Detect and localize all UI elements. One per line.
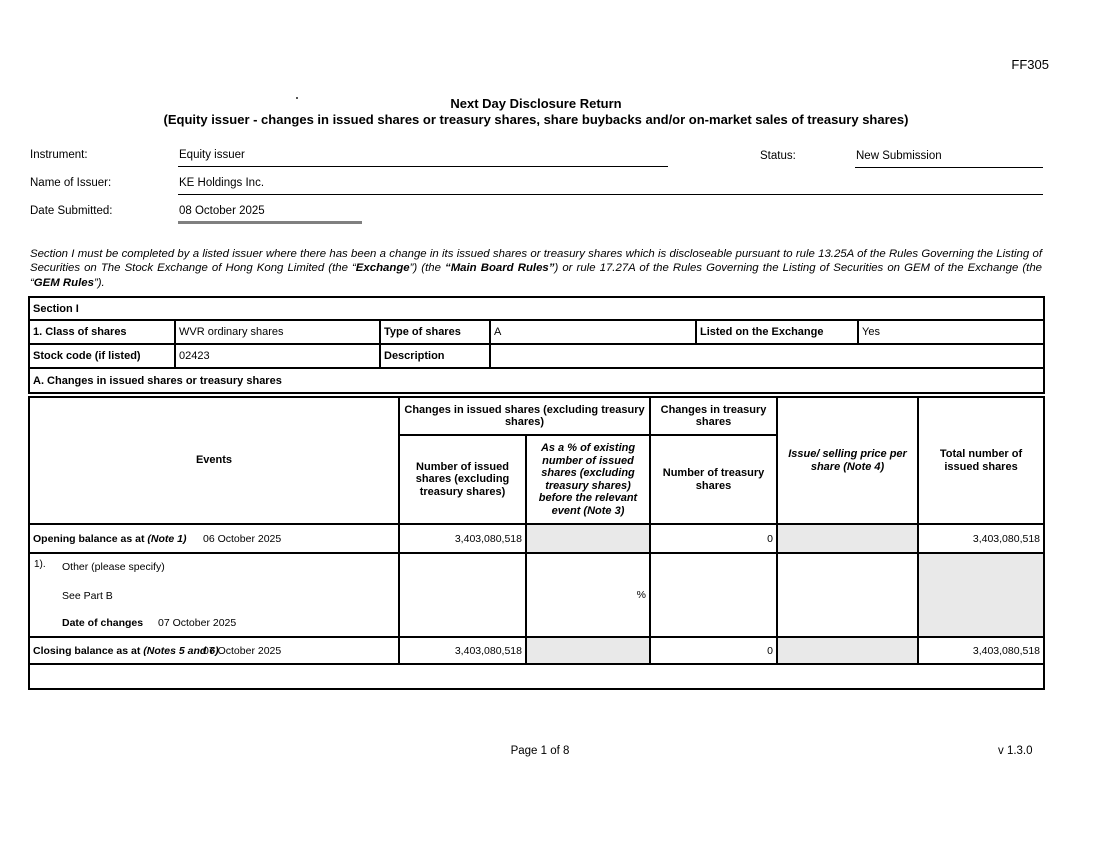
change-treasury-shares-empty	[649, 552, 779, 638]
stray-dot	[296, 97, 298, 99]
opening-balance-label: Opening balance as at	[33, 532, 148, 545]
type-of-shares-value: A	[489, 319, 697, 345]
version-label: v 1.3.0	[998, 745, 1033, 757]
intro-segment-main-board-rules: “Main Board Rules”	[445, 262, 555, 275]
change-pct-sign: %	[524, 552, 652, 638]
change-total-cell-shaded	[917, 552, 1046, 638]
opening-balance-event-cell: Opening balance as at (Note 1) 06 Octobe…	[28, 523, 400, 554]
page-number: Page 1 of 8	[510, 745, 570, 757]
opening-balance-row: Opening balance as at (Note 1) 06 Octobe…	[28, 523, 1046, 554]
closing-balance-label: Closing balance as at	[33, 644, 144, 657]
intro-segment: Section I must be completed by a listed …	[30, 248, 1042, 275]
col-header-events: Events	[28, 396, 400, 525]
stock-code-value: 02423	[174, 343, 381, 369]
listed-on-exchange-label: Listed on the Exchange	[695, 319, 859, 345]
closing-total-shares: 3,403,080,518	[917, 636, 1046, 665]
section1-table: Section I 1. Class of shares WVR ordinar…	[27, 296, 1046, 394]
instrument-label: Instrument:	[30, 149, 88, 161]
closing-balance-note: (Notes 5 and 6)	[143, 644, 219, 657]
col-group-issued-shares: Changes in issued shares (excluding trea…	[397, 396, 652, 436]
col-header-num-issued: Number of issued shares (excluding treas…	[398, 434, 527, 525]
status-label: Status:	[760, 150, 796, 162]
listed-on-exchange-value: Yes	[856, 319, 1046, 345]
change-see-part-b: See Part B	[62, 590, 113, 602]
date-of-changes-value: 07 October 2025	[158, 617, 237, 629]
intro-segment-exchange: Exchange	[355, 262, 410, 275]
class-of-shares-label: 1. Class of shares	[28, 319, 176, 345]
col-header-total: Total number of issued shares	[917, 396, 1046, 525]
description-value	[488, 343, 1046, 369]
closing-balance-event-cell: Closing balance as at (Notes 5 and 6) 07…	[28, 636, 400, 665]
col-header-price: Issue/ selling price per share (Note 4)	[776, 396, 920, 525]
date-of-changes-label: Date of changes	[62, 617, 144, 629]
intro-segment: ”) (the	[409, 262, 445, 275]
col-header-pct-existing: As a % of existing number of issued shar…	[524, 434, 652, 525]
part-a-header: A. Changes in issued shares or treasury …	[27, 367, 1046, 394]
closing-balance-date: 07 October 2025	[203, 644, 282, 657]
class-of-shares-value: WVR ordinary shares	[174, 319, 381, 345]
closing-pct-cell-shaded	[524, 636, 652, 665]
closing-price-cell-shaded	[776, 636, 920, 665]
issuer-value: KE Holdings Inc.	[178, 177, 1043, 195]
date-submitted-label: Date Submitted:	[30, 205, 113, 217]
opening-price-cell-shaded	[776, 523, 920, 554]
empty-row-cell	[27, 663, 1046, 690]
opening-issued-shares: 3,403,080,518	[398, 523, 527, 554]
date-submitted-value: 08 October 2025	[178, 205, 362, 224]
description-label: Description	[379, 343, 491, 369]
instrument-value: Equity issuer	[178, 149, 668, 167]
title-block: Next Day Disclosure Return (Equity issue…	[0, 96, 1072, 127]
intro-paragraph: Section I must be completed by a listed …	[30, 247, 1042, 290]
change-event-row: 1). Other (please specify) See Part B Da…	[28, 552, 1046, 638]
intro-segment-gem-rules: GEM Rules	[33, 276, 94, 289]
change-issued-shares-empty	[398, 552, 527, 638]
closing-issued-shares: 3,403,080,518	[398, 636, 527, 665]
status-value: New Submission	[855, 150, 1043, 168]
col-header-num-treasury: Number of treasury shares	[649, 434, 779, 525]
closing-balance-row: Closing balance as at (Notes 5 and 6) 07…	[28, 636, 1046, 665]
col-group-treasury-shares: Changes in treasury shares	[649, 396, 779, 436]
page-title: Next Day Disclosure Return	[450, 96, 622, 111]
empty-row	[27, 663, 1046, 690]
intro-segment: ”).	[93, 276, 105, 289]
stock-code-label: Stock code (if listed)	[28, 343, 176, 369]
form-code: FF305	[1011, 57, 1049, 72]
type-of-shares-label: Type of shares	[379, 319, 491, 345]
change-price-empty	[776, 552, 920, 638]
page-subtitle: (Equity issuer - changes in issued share…	[163, 111, 909, 127]
issuer-label: Name of Issuer:	[30, 177, 112, 189]
change-item-number: 1).	[34, 559, 46, 570]
closing-treasury-shares: 0	[649, 636, 779, 665]
events-table: Events Changes in issued shares (excludi…	[27, 396, 1046, 690]
opening-balance-note: (Note 1)	[147, 532, 187, 545]
opening-pct-cell-shaded	[524, 523, 652, 554]
change-event-cell: 1). Other (please specify) See Part B Da…	[28, 552, 400, 638]
opening-total-shares: 3,403,080,518	[917, 523, 1046, 554]
opening-balance-date: 06 October 2025	[203, 532, 282, 545]
section1-header: Section I	[27, 296, 1046, 321]
intro-segment: ) or rule 17.27A of the Rules Governing …	[30, 262, 1042, 289]
change-description: Other (please specify)	[62, 561, 165, 573]
opening-treasury-shares: 0	[649, 523, 779, 554]
